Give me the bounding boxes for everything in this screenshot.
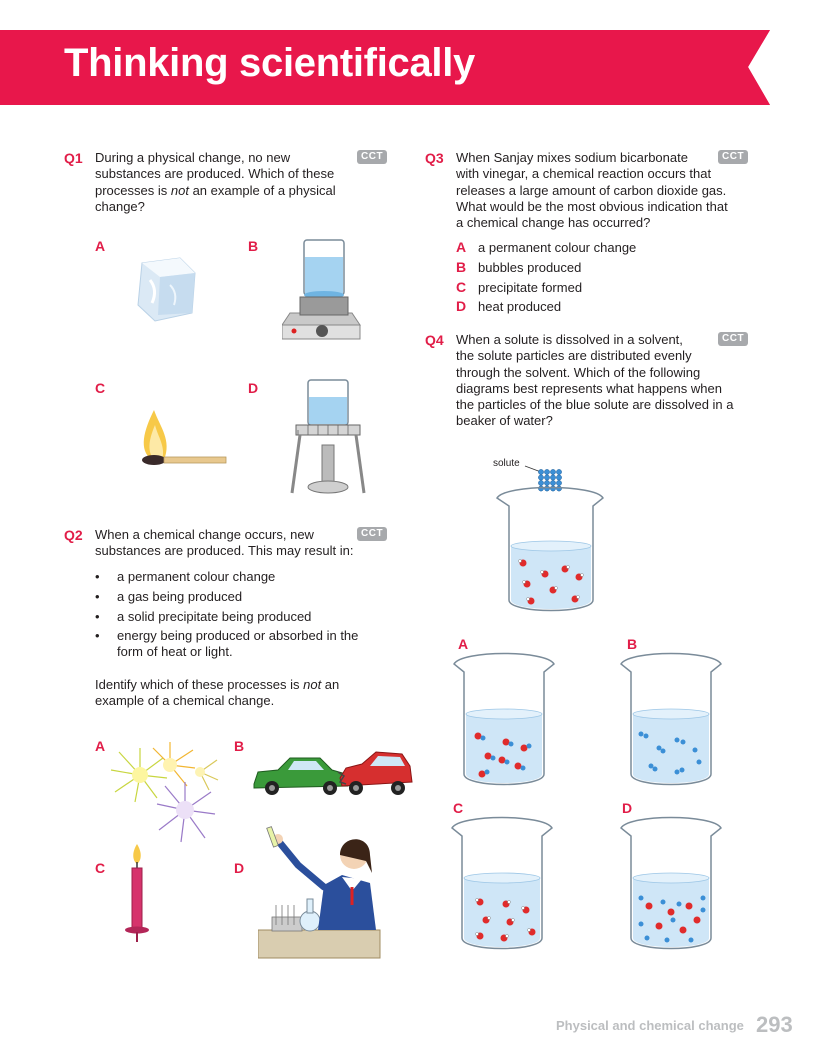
question-number: Q4 (425, 332, 444, 348)
question-text: When a solute is dissolved in a solvent,… (456, 332, 734, 429)
question-text: When a chemical change occurs, new subst… (95, 527, 354, 559)
beaker-option-a-image (453, 652, 555, 786)
list-item: a gas being produced (95, 589, 385, 606)
header-banner (0, 30, 813, 105)
q1-option-b-label: B (248, 238, 259, 254)
question-3: Q3 When Sanjay mixes sodium bicarbonate … (425, 150, 745, 232)
list-item: a solid precipitate being produced (95, 609, 385, 626)
solute-label: solute (493, 458, 520, 469)
question-text: During a physical change, no new substan… (95, 150, 336, 214)
page-title: Thinking scientifically (64, 41, 475, 85)
question-number: Q1 (64, 150, 83, 166)
beaker-option-c-image (451, 816, 553, 950)
q2-option-b-label: B (234, 738, 245, 754)
list-item: a permanent colour change (95, 569, 385, 586)
identify-instruction: Identify which of these processes is not… (95, 677, 340, 709)
question-2: Q2 When a chemical change occurs, new su… (64, 527, 384, 561)
beaker-on-hotplate-image (282, 239, 361, 340)
student-experiment-image (258, 826, 381, 959)
car-crash-image (253, 751, 413, 795)
q2-option-c-label: C (95, 860, 106, 876)
question-text: When Sanjay mixes sodium bicarbonate wit… (456, 150, 728, 231)
question-number: Q2 (64, 527, 83, 543)
q2-option-d-label: D (234, 860, 245, 876)
q4-option-b-label: B (627, 636, 638, 652)
q1-option-a-label: A (95, 238, 106, 254)
cct-badge: CCT (357, 150, 388, 164)
beaker-with-solute-image (495, 465, 604, 612)
page-number: 293 (756, 1012, 793, 1037)
question-number: Q3 (425, 150, 444, 166)
q2-option-a-label: A (95, 738, 106, 754)
q1-option-c-label: C (95, 380, 106, 396)
beaker-option-b-image (620, 652, 722, 786)
q4-option-a-label: A (458, 636, 469, 652)
burning-match-image (142, 410, 227, 465)
fireworks-image (110, 742, 219, 843)
list-item: energy being produced or absorbed in the (95, 628, 385, 645)
cct-badge: CCT (718, 332, 749, 346)
ice-cube-image (137, 257, 196, 322)
q4-option-d-label: D (622, 800, 633, 816)
cct-badge: CCT (718, 150, 749, 164)
q4-option-c-label: C (453, 800, 464, 816)
bullet-continuation: form of heat or light. (117, 644, 233, 659)
beaker-on-tripod-burner-image (290, 379, 366, 494)
change-indicators-list: a permanent colour change a gas being pr… (95, 569, 385, 645)
q1-option-d-label: D (248, 380, 259, 396)
beaker-option-d-image (620, 816, 722, 950)
chapter-title: Physical and chemical change (556, 1018, 744, 1033)
candle-image (125, 844, 149, 942)
question-4: Q4 When a solute is dissolved in a solve… (425, 332, 755, 430)
question-1: Q1 During a physical change, no new subs… (64, 150, 384, 220)
cct-badge: CCT (357, 527, 388, 541)
